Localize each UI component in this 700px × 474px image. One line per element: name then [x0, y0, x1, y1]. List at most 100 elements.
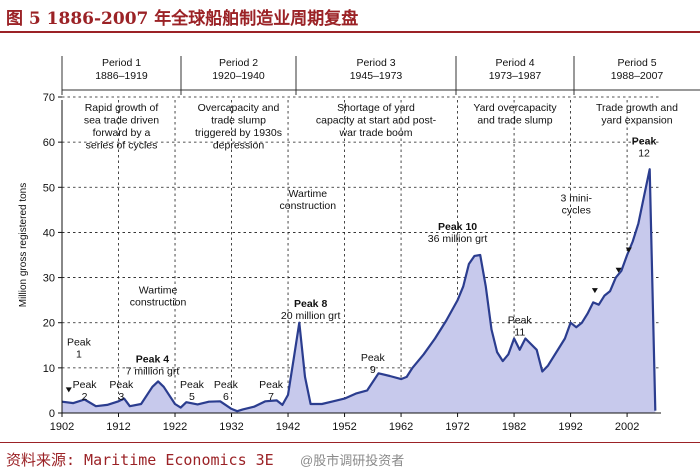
period-name: Period 3	[356, 57, 395, 69]
annotation-peak8: Peak 8 20 million grt	[281, 298, 341, 322]
period-years: 1973–1987	[489, 70, 542, 82]
annotation-line: Peak	[67, 336, 92, 348]
period-description-line: Rapid growth of	[85, 102, 159, 114]
period-name: Period 5	[617, 57, 656, 69]
period-description: Yard overcapacity and trade slump	[473, 102, 557, 127]
annotation-line: Peak	[361, 352, 386, 364]
annotation-line: Peak 10	[438, 221, 477, 233]
annotation-line: Peak	[259, 379, 284, 391]
annotation-line: 9	[370, 364, 376, 376]
x-tick-label: 1992	[558, 421, 582, 433]
source-note: 资料来源: Maritime Economics 3E	[6, 451, 274, 469]
period-description-line: war trade boom	[339, 127, 413, 139]
period-description-line: Trade growth and	[596, 102, 678, 114]
arrowhead-marker	[591, 288, 598, 294]
annotation-line: 12	[638, 147, 650, 159]
period-description-line: sea trade driven	[84, 115, 159, 127]
y-tick-label: 60	[43, 137, 55, 149]
annotation-line: 3 mini-	[560, 193, 592, 205]
y-tick-label: 0	[49, 408, 55, 420]
annotation-line: Peak	[214, 379, 239, 391]
annotation-line: Peak	[508, 315, 533, 327]
annotation-line: 7	[268, 391, 274, 403]
title-rule	[0, 31, 700, 33]
period-name: Period 1	[102, 57, 141, 69]
annotation-wartime2: Wartime construction	[280, 188, 337, 212]
y-axis-label: Million gross registered tons	[18, 183, 29, 308]
annotation-peak9: Peak 9	[361, 352, 386, 376]
arrowhead-marker	[625, 247, 632, 253]
period-years: 1920–1940	[212, 70, 265, 82]
annotation-line: Peak	[109, 379, 134, 391]
annotation-peak2: Peak 2	[73, 379, 98, 403]
annotation-line: Wartime	[139, 284, 178, 296]
x-tick-label: 1972	[445, 421, 469, 433]
period-description-line: depression	[213, 140, 265, 152]
period-name: Period 4	[495, 57, 534, 69]
y-tick-label: 30	[43, 273, 55, 285]
y-tick-label: 40	[43, 227, 55, 239]
period-description-line: forward by a	[93, 127, 151, 139]
annotation-peak6: Peak 6	[214, 379, 239, 403]
period-years: 1945–1973	[350, 70, 403, 82]
annotation-peak12: Peak 12	[632, 135, 657, 159]
period-description-line: triggered by 1930s	[195, 127, 282, 139]
annotation-line: construction	[280, 200, 337, 212]
period-description-line: capacity at start and post-	[316, 115, 437, 127]
x-tick-label: 1912	[106, 421, 130, 433]
y-tick-label: 50	[43, 182, 55, 194]
annotation-peak3: Peak 3	[109, 379, 134, 403]
annotation-line: Peak	[73, 379, 98, 391]
x-tick-label: 2002	[615, 421, 639, 433]
x-tick-label: 1902	[50, 421, 74, 433]
annotation-line: construction	[130, 296, 187, 308]
x-tick-label: 1952	[332, 421, 356, 433]
period-description: Rapid growth of sea trade driven forward b…	[84, 102, 159, 152]
y-tick-label: 10	[43, 363, 55, 375]
grid	[62, 96, 661, 413]
annotation-peak5: Peak 5	[180, 379, 205, 403]
x-tick-label: 1962	[389, 421, 413, 433]
x-tick-label: 1982	[502, 421, 526, 433]
y-tick-label: 20	[43, 318, 55, 330]
period-description-line: yard expansion	[601, 115, 672, 127]
annotation-line: 7 million grt	[126, 365, 180, 377]
series-line	[61, 168, 657, 413]
annotation-line: cycles	[562, 205, 591, 217]
watermark: @股市调研投资者	[300, 453, 405, 468]
period-description-line: Overcapacity and	[198, 102, 280, 114]
period-name: Period 2	[219, 57, 258, 69]
area-fill	[62, 169, 656, 413]
annotation-line: 6	[223, 391, 229, 403]
period-description-line: and trade slump	[477, 115, 552, 127]
x-tick-label: 1932	[219, 421, 243, 433]
period-description-line: Shortage of yard	[337, 102, 415, 114]
annotation-peak11: Peak 11	[508, 315, 533, 339]
annotation-line: 3	[118, 391, 124, 403]
annotation-peak7: Peak 7	[259, 379, 284, 403]
period-years: 1886–1919	[95, 70, 148, 82]
annotation-line: Peak	[180, 379, 205, 391]
annotation-line: 20 million grt	[281, 310, 341, 322]
annotation-peak1: Peak 1	[67, 336, 92, 360]
period-description: Overcapacity and trade slump triggered by …	[195, 102, 282, 152]
period-description: Shortage of yard capacity at start and po…	[316, 102, 437, 139]
annotation-line: Peak 4	[136, 353, 169, 365]
annotation-line: Peak	[632, 135, 657, 147]
source-rule	[0, 442, 700, 443]
period-description-line: trade slump	[211, 115, 266, 127]
period-description: Trade growth and yard expansion	[596, 102, 678, 127]
arrowhead-marker	[615, 267, 622, 273]
annotation-line: 1	[76, 348, 82, 360]
annotation-line: 2	[82, 391, 88, 403]
period-years: 1988–2007	[611, 70, 664, 82]
